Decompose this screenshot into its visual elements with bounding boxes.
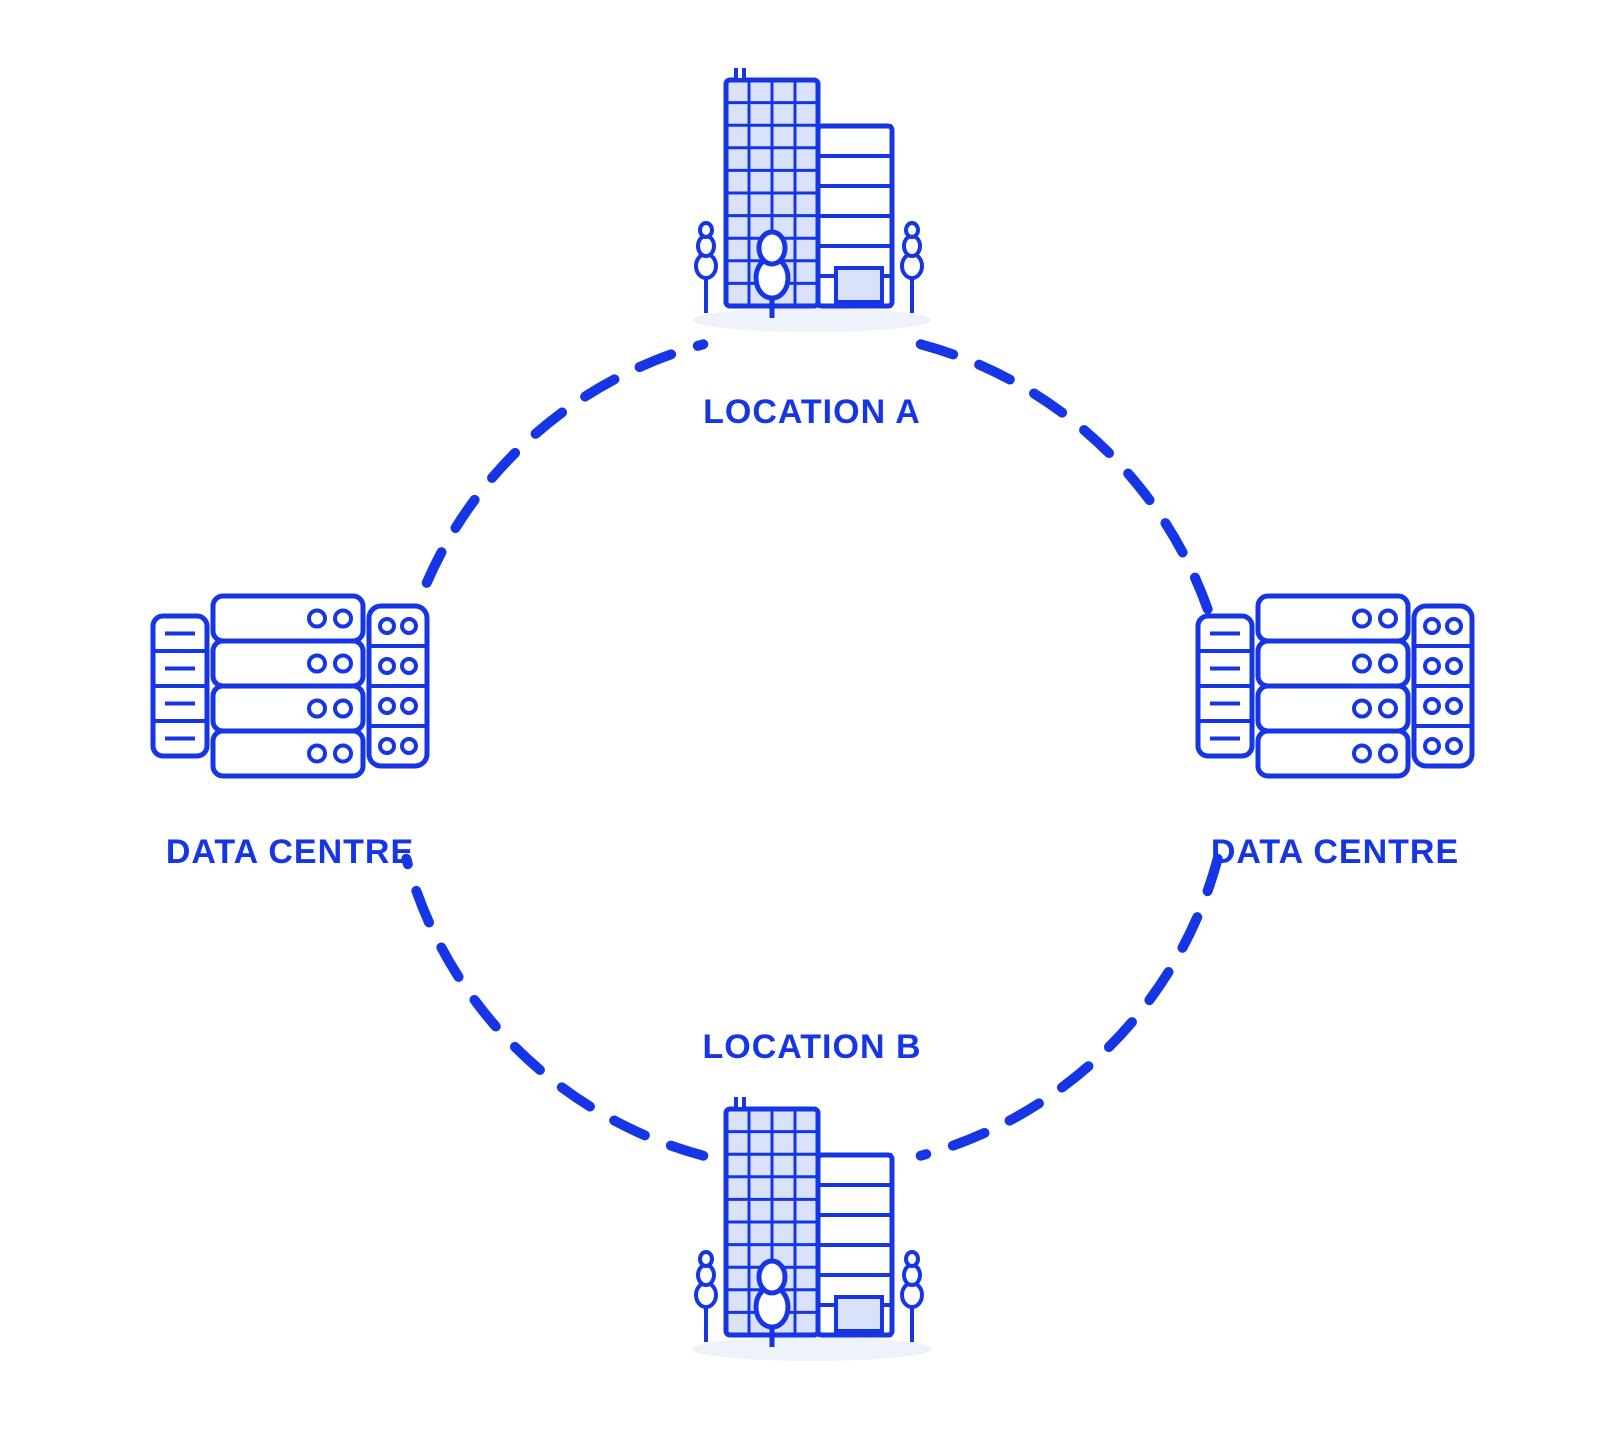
node-location-a: LOCATION A (662, 68, 962, 432)
server-icon (1180, 588, 1490, 803)
node-location-b: LOCATION B (662, 1028, 962, 1392)
node-label: DATA CENTRE (1211, 833, 1459, 872)
node-label: LOCATION A (703, 393, 921, 432)
node-datacentre-right: DATA CENTRE (1180, 588, 1490, 872)
node-label: DATA CENTRE (166, 833, 414, 872)
building-icon (662, 1097, 962, 1392)
node-datacentre-left: DATA CENTRE (135, 588, 445, 872)
server-icon (135, 588, 445, 803)
building-icon (662, 68, 962, 363)
node-label: LOCATION B (702, 1028, 921, 1067)
network-diagram: LOCATION A DATA CENTRE LOCATION B (0, 0, 1624, 1434)
